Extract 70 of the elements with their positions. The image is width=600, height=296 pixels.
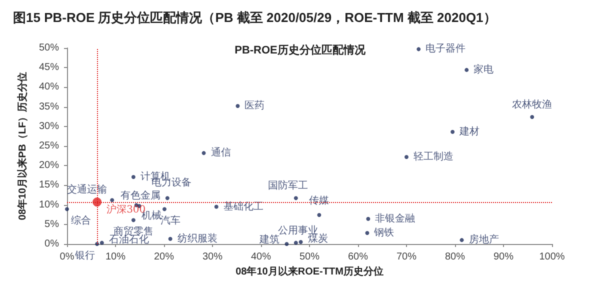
series-label: 非银金融 (375, 212, 416, 224)
x-tick-label: 10% (105, 252, 126, 262)
series-label: 房地产 (468, 234, 499, 246)
point (162, 207, 166, 212)
series-label: 钢铁 (373, 226, 394, 239)
y-tick-label: 15% (38, 180, 60, 191)
y-tick-label: 50% (38, 42, 60, 54)
x-tick-label: 70% (396, 252, 417, 262)
x-tick-label: 100% (539, 252, 565, 262)
series-label: 有色金属 (120, 190, 160, 202)
point (202, 151, 206, 156)
point (214, 204, 218, 209)
point (298, 240, 303, 244)
point (110, 198, 114, 202)
point (450, 130, 455, 134)
series-label: 建材 (458, 125, 480, 138)
chart-subtitle: PB-ROE历史分位匹配情况 (234, 44, 366, 56)
point (131, 218, 136, 222)
x-tick-label: 0% (60, 252, 74, 262)
y-tick-label: 20% (38, 160, 60, 172)
x-tick-label: 60% (348, 252, 368, 262)
point (294, 240, 298, 245)
point (236, 104, 240, 108)
point (65, 207, 69, 212)
point (404, 154, 408, 159)
series-label: 电子器件 (426, 42, 466, 55)
series-label: 轻工制造 (414, 150, 454, 162)
point (168, 236, 172, 241)
x-tick-label: 30% (202, 252, 223, 262)
y-tick-label: 35% (38, 101, 60, 112)
series-label: 国防军工 (268, 180, 308, 192)
y-axis-title: 08年10月以来PB（LF）历史分位 (16, 72, 29, 220)
y-tick-label: 40% (38, 82, 60, 93)
series-label: 医药 (244, 100, 265, 112)
x-tick-label: 90% (493, 252, 514, 262)
y-tick-label: 10% (38, 199, 60, 210)
point (294, 196, 298, 200)
x-tick-label: 20% (154, 252, 174, 262)
point (464, 68, 469, 72)
series-label: 煤炭 (308, 232, 328, 245)
x-tick-label: 40% (250, 252, 272, 262)
point (365, 231, 370, 236)
point (460, 238, 464, 242)
series-label: 建筑 (258, 234, 280, 246)
point (416, 47, 421, 52)
chart-title: 图15 PB-ROE 历史分位匹配情况（PB 截至 2020/05/29，ROE-TTM 截至 2020Q1） (13, 10, 496, 25)
series-label: 银行 (74, 250, 96, 262)
x-tick-label: 80% (444, 252, 466, 262)
y-tick-label: 45% (38, 62, 60, 74)
y-tick-label: 30% (38, 120, 60, 132)
point (95, 242, 100, 246)
series-label: 综合 (71, 214, 91, 227)
x-tick-label: 50% (299, 252, 320, 262)
point (284, 242, 289, 246)
series-label: 石油石化 (108, 233, 149, 246)
point (165, 196, 170, 200)
series-label: 家电 (474, 63, 494, 76)
x-axis-title: 08年10月以来ROE-TTM历史分位 (236, 265, 384, 278)
y-tick-label: 5% (44, 218, 60, 230)
series-label: 纺织服装 (177, 232, 218, 244)
series-label: 农林牧渔 (512, 98, 552, 110)
series-label: 通信 (210, 146, 231, 159)
y-tick-label: 0% (44, 238, 60, 250)
point (366, 216, 370, 221)
point (530, 114, 534, 119)
series-label: 汽车 (160, 214, 180, 227)
y-tick-label: 25% (38, 140, 60, 152)
point (317, 212, 322, 217)
point (131, 174, 136, 179)
point (100, 240, 104, 245)
